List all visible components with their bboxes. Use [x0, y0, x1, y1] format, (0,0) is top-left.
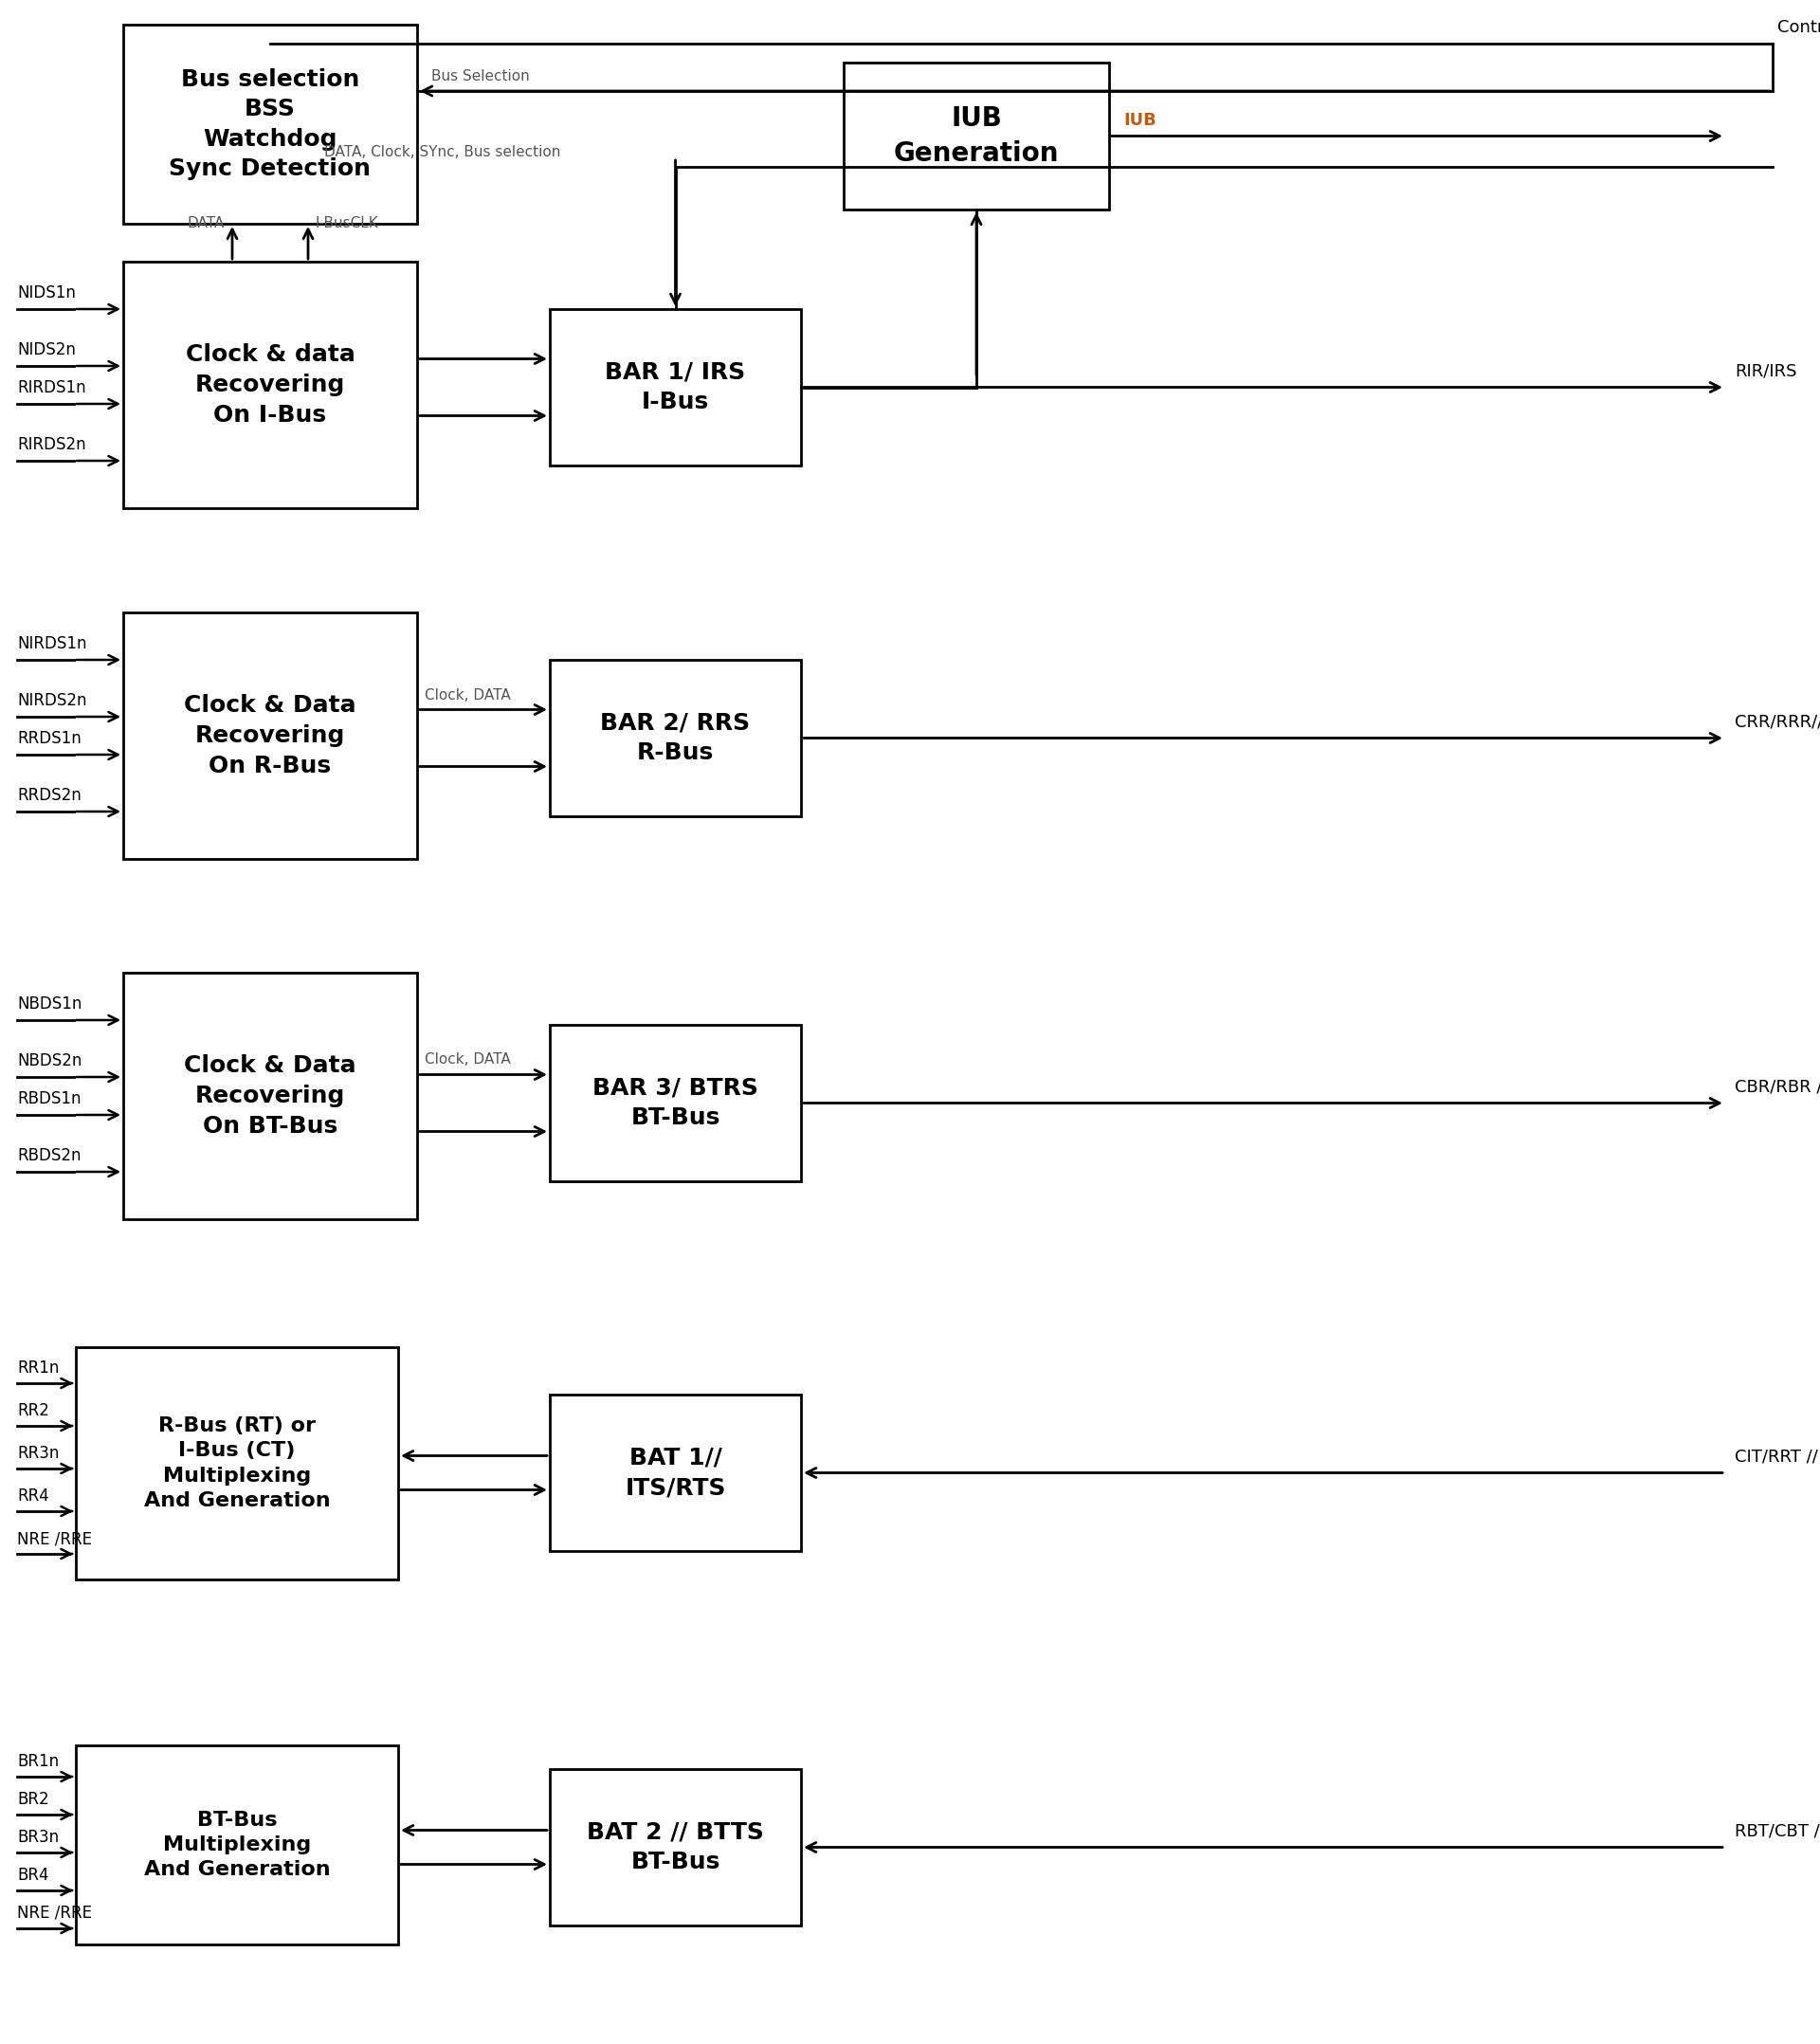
Bar: [844, 63, 1108, 211]
Text: BAR 1/ IRS
I-Bus: BAR 1/ IRS I-Bus: [604, 362, 746, 413]
Text: NIRDS2n: NIRDS2n: [16, 693, 87, 709]
Text: BR4: BR4: [16, 1866, 49, 1885]
Text: R-Bus (RT) or
I-Bus (CT)
Multiplexing
And Generation: R-Bus (RT) or I-Bus (CT) Multiplexing An…: [144, 1416, 329, 1511]
Text: BAR 2/ RRS
R-Bus: BAR 2/ RRS R-Bus: [601, 711, 750, 764]
Text: BR1n: BR1n: [16, 1754, 58, 1770]
Text: BR3n: BR3n: [16, 1829, 58, 1846]
Bar: [550, 660, 801, 816]
Text: RR1n: RR1n: [16, 1359, 58, 1376]
Text: DATA, Clock, SYnc, Bus selection: DATA, Clock, SYnc, Bus selection: [324, 145, 561, 159]
Text: RIRDS2n: RIRDS2n: [16, 435, 86, 454]
Text: NBDS2n: NBDS2n: [16, 1053, 82, 1069]
Text: Clock & Data
Recovering
On BT-Bus: Clock & Data Recovering On BT-Bus: [184, 1055, 357, 1136]
Text: BAR 3/ BTRS
BT-Bus: BAR 3/ BTRS BT-Bus: [593, 1077, 759, 1130]
Text: IUB
Generation: IUB Generation: [894, 106, 1059, 168]
Text: Clock & Data
Recovering
On R-Bus: Clock & Data Recovering On R-Bus: [184, 695, 357, 777]
Text: BAT 1//
ITS/RTS: BAT 1// ITS/RTS: [624, 1447, 726, 1498]
Text: RRDS1n: RRDS1n: [16, 730, 82, 746]
Text: BT-Bus
Multiplexing
And Generation: BT-Bus Multiplexing And Generation: [144, 1811, 329, 1878]
Text: NRE /RRE: NRE /RRE: [16, 1905, 93, 1921]
Text: Bus Selection: Bus Selection: [431, 69, 530, 84]
Text: I-BusCLK: I-BusCLK: [315, 217, 379, 231]
Text: NIRDS1n: NIRDS1n: [16, 636, 87, 652]
Text: RR4: RR4: [16, 1488, 49, 1504]
Text: RIR/IRS: RIR/IRS: [1734, 362, 1796, 380]
Bar: [124, 973, 417, 1218]
Text: RBDS2n: RBDS2n: [16, 1147, 82, 1165]
Text: DATA: DATA: [187, 217, 224, 231]
Text: BR2: BR2: [16, 1791, 49, 1809]
Bar: [76, 1347, 399, 1580]
Text: BAT 2 // BTTS
BT-Bus: BAT 2 // BTTS BT-Bus: [586, 1821, 764, 1874]
Text: RBT/CBT // BTTS: RBT/CBT // BTTS: [1734, 1823, 1820, 1840]
Bar: [550, 309, 801, 466]
Bar: [550, 1768, 801, 1925]
Text: CBR/RBR // BTRS: CBR/RBR // BTRS: [1734, 1079, 1820, 1096]
Bar: [76, 1746, 399, 1944]
Bar: [550, 1394, 801, 1551]
Text: RIRDS1n: RIRDS1n: [16, 380, 86, 397]
Text: Clock, DATA: Clock, DATA: [424, 689, 511, 701]
Text: Bus selection
BSS
Watchdog
Sync Detection: Bus selection BSS Watchdog Sync Detectio…: [169, 67, 371, 180]
Text: RBDS1n: RBDS1n: [16, 1089, 82, 1108]
Text: RR3n: RR3n: [16, 1445, 58, 1461]
Text: RR2: RR2: [16, 1402, 49, 1419]
Text: NRE /RRE: NRE /RRE: [16, 1531, 93, 1547]
Text: Clock, DATA: Clock, DATA: [424, 1053, 511, 1067]
Text: CRR/RRR// RRS: CRR/RRR// RRS: [1734, 713, 1820, 730]
Text: NIDS2n: NIDS2n: [16, 341, 76, 358]
Bar: [124, 25, 417, 223]
Bar: [124, 613, 417, 858]
Text: NIDS1n: NIDS1n: [16, 284, 76, 300]
Bar: [550, 1024, 801, 1181]
Text: NBDS1n: NBDS1n: [16, 995, 82, 1012]
Text: Clock & data
Recovering
On I-Bus: Clock & data Recovering On I-Bus: [186, 343, 355, 427]
Text: IUB: IUB: [1123, 110, 1156, 129]
Text: Control: Control: [1778, 18, 1820, 37]
Bar: [124, 262, 417, 509]
Text: CIT/RRT // ITS/RTS: CIT/RRT // ITS/RTS: [1734, 1447, 1820, 1466]
Text: RRDS2n: RRDS2n: [16, 787, 82, 803]
